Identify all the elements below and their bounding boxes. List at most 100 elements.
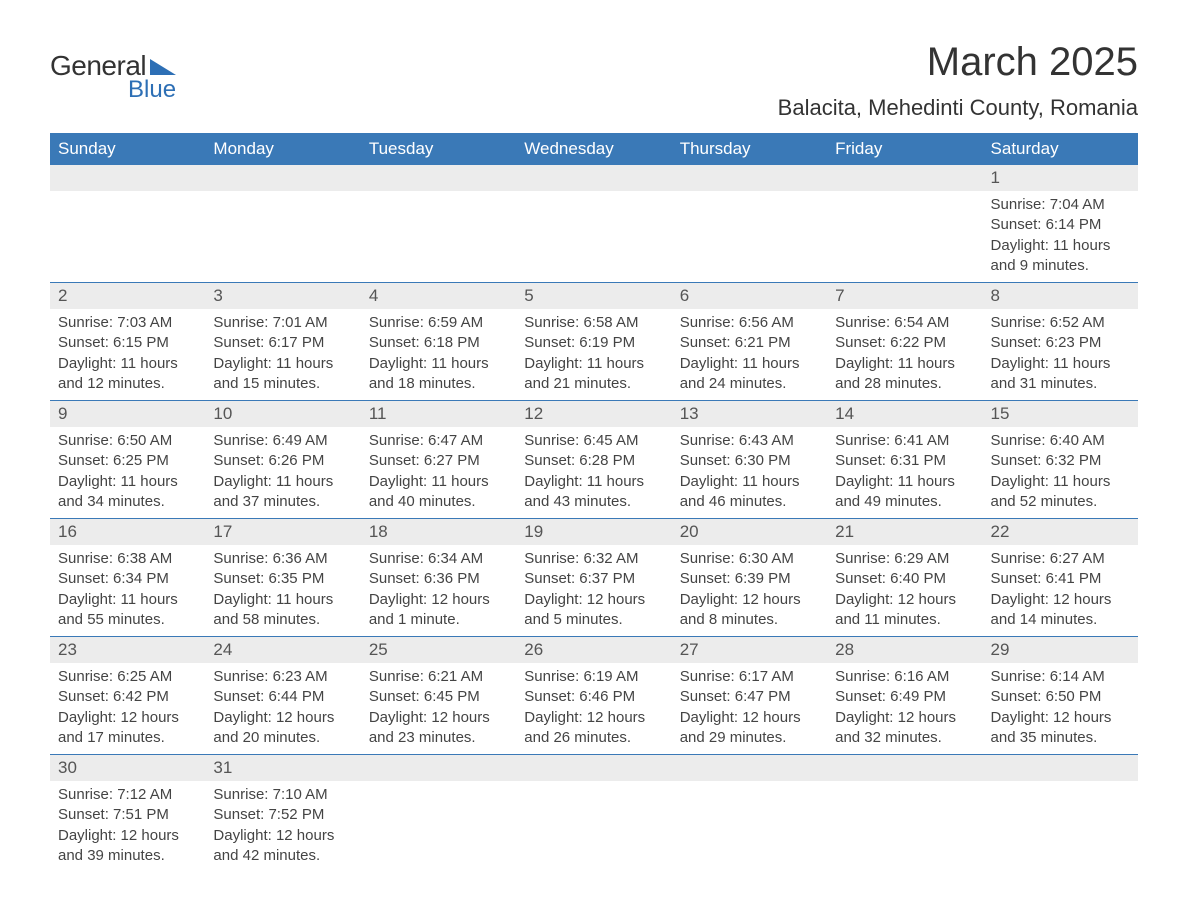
sunset-text: Sunset: 7:51 PM [58, 805, 197, 825]
sunset-text: Sunset: 6:41 PM [991, 569, 1130, 589]
calendar-cell [827, 165, 982, 283]
sunset-text: Sunset: 6:23 PM [991, 333, 1130, 353]
day-number: 6 [672, 283, 827, 309]
calendar-cell: 2Sunrise: 7:03 AMSunset: 6:15 PMDaylight… [50, 283, 205, 401]
day-content: Sunrise: 6:59 AMSunset: 6:18 PMDaylight:… [361, 309, 516, 400]
calendar-header-row: Sunday Monday Tuesday Wednesday Thursday… [50, 133, 1138, 165]
sunrise-text: Sunrise: 6:25 AM [58, 667, 197, 687]
sunrise-text: Sunrise: 6:41 AM [835, 431, 974, 451]
sunrise-text: Sunrise: 6:52 AM [991, 313, 1130, 333]
day-content: Sunrise: 6:52 AMSunset: 6:23 PMDaylight:… [983, 309, 1138, 400]
calendar-cell: 17Sunrise: 6:36 AMSunset: 6:35 PMDayligh… [205, 519, 360, 637]
sunset-text: Sunset: 6:50 PM [991, 687, 1130, 707]
sunrise-text: Sunrise: 6:58 AM [524, 313, 663, 333]
day-number: 23 [50, 637, 205, 663]
header-friday: Friday [827, 133, 982, 165]
daylight-text: Daylight: 12 hours and 20 minutes. [213, 708, 352, 749]
day-number: 24 [205, 637, 360, 663]
sunset-text: Sunset: 6:44 PM [213, 687, 352, 707]
sunset-text: Sunset: 6:32 PM [991, 451, 1130, 471]
calendar-cell: 22Sunrise: 6:27 AMSunset: 6:41 PMDayligh… [983, 519, 1138, 637]
day-number: 19 [516, 519, 671, 545]
sunrise-text: Sunrise: 6:43 AM [680, 431, 819, 451]
calendar-table: Sunday Monday Tuesday Wednesday Thursday… [50, 133, 1138, 872]
daylight-text: Daylight: 12 hours and 35 minutes. [991, 708, 1130, 749]
daylight-text: Daylight: 11 hours and 58 minutes. [213, 590, 352, 631]
month-title: March 2025 [778, 40, 1138, 85]
header-monday: Monday [205, 133, 360, 165]
sunrise-text: Sunrise: 6:38 AM [58, 549, 197, 569]
calendar-cell: 30Sunrise: 7:12 AMSunset: 7:51 PMDayligh… [50, 755, 205, 873]
calendar-cell: 23Sunrise: 6:25 AMSunset: 6:42 PMDayligh… [50, 637, 205, 755]
daylight-text: Daylight: 12 hours and 14 minutes. [991, 590, 1130, 631]
sunset-text: Sunset: 6:35 PM [213, 569, 352, 589]
calendar-cell: 13Sunrise: 6:43 AMSunset: 6:30 PMDayligh… [672, 401, 827, 519]
empty-day-number [516, 755, 671, 781]
day-content: Sunrise: 6:16 AMSunset: 6:49 PMDaylight:… [827, 663, 982, 754]
calendar-cell [672, 165, 827, 283]
daylight-text: Daylight: 11 hours and 46 minutes. [680, 472, 819, 513]
sunset-text: Sunset: 6:49 PM [835, 687, 974, 707]
empty-day-number [50, 165, 205, 191]
sunrise-text: Sunrise: 6:30 AM [680, 549, 819, 569]
calendar-body: 1Sunrise: 7:04 AMSunset: 6:14 PMDaylight… [50, 165, 1138, 872]
day-content: Sunrise: 6:34 AMSunset: 6:36 PMDaylight:… [361, 545, 516, 636]
day-content: Sunrise: 6:36 AMSunset: 6:35 PMDaylight:… [205, 545, 360, 636]
day-number: 4 [361, 283, 516, 309]
calendar-cell: 12 Sunrise: 6:45 AMSunset: 6:28 PMDayligh… [516, 401, 671, 519]
day-number: 12 [516, 401, 671, 427]
title-block: March 2025 Balacita, Mehedinti County, R… [778, 40, 1138, 127]
day-content: Sunrise: 6:58 AMSunset: 6:19 PMDaylight:… [516, 309, 671, 400]
calendar-cell: 11Sunrise: 6:47 AMSunset: 6:27 PMDayligh… [361, 401, 516, 519]
daylight-text: Daylight: 11 hours and 40 minutes. [369, 472, 508, 513]
calendar-cell: 21Sunrise: 6:29 AMSunset: 6:40 PMDayligh… [827, 519, 982, 637]
day-number: 26 [516, 637, 671, 663]
empty-day-number [672, 755, 827, 781]
calendar-week: 1Sunrise: 7:04 AMSunset: 6:14 PMDaylight… [50, 165, 1138, 283]
sunrise-text: Sunrise: 6:45 AM [524, 431, 663, 451]
empty-day-number [361, 755, 516, 781]
daylight-text: Daylight: 12 hours and 23 minutes. [369, 708, 508, 749]
sunrise-text: Sunrise: 6:56 AM [680, 313, 819, 333]
day-content: Sunrise: 6:32 AMSunset: 6:37 PMDaylight:… [516, 545, 671, 636]
sunrise-text: Sunrise: 7:12 AM [58, 785, 197, 805]
header-wednesday: Wednesday [516, 133, 671, 165]
sunset-text: Sunset: 6:31 PM [835, 451, 974, 471]
daylight-text: Daylight: 11 hours and 31 minutes. [991, 354, 1130, 395]
sunset-text: Sunset: 6:19 PM [524, 333, 663, 353]
daylight-text: Daylight: 11 hours and 43 minutes. [524, 472, 663, 513]
day-content: Sunrise: 7:12 AMSunset: 7:51 PMDaylight:… [50, 781, 205, 872]
empty-day-number [983, 755, 1138, 781]
empty-day-number [516, 165, 671, 191]
daylight-text: Daylight: 11 hours and 9 minutes. [991, 236, 1130, 277]
day-number: 10 [205, 401, 360, 427]
day-number: 30 [50, 755, 205, 781]
sunset-text: Sunset: 6:28 PM [524, 451, 663, 471]
calendar-cell: 28Sunrise: 6:16 AMSunset: 6:49 PMDayligh… [827, 637, 982, 755]
calendar-cell: 26Sunrise: 6:19 AMSunset: 6:46 PMDayligh… [516, 637, 671, 755]
calendar-cell [827, 755, 982, 873]
sunrise-text: Sunrise: 6:32 AM [524, 549, 663, 569]
day-number: 5 [516, 283, 671, 309]
day-number: 3 [205, 283, 360, 309]
day-content: Sunrise: 7:10 AMSunset: 7:52 PMDaylight:… [205, 781, 360, 872]
day-number: 31 [205, 755, 360, 781]
calendar-cell: 8Sunrise: 6:52 AMSunset: 6:23 PMDaylight… [983, 283, 1138, 401]
day-content: Sunrise: 6:56 AMSunset: 6:21 PMDaylight:… [672, 309, 827, 400]
sunset-text: Sunset: 6:15 PM [58, 333, 197, 353]
day-content: Sunrise: 6:19 AMSunset: 6:46 PMDaylight:… [516, 663, 671, 754]
calendar-cell [361, 755, 516, 873]
daylight-text: Daylight: 12 hours and 5 minutes. [524, 590, 663, 631]
day-number: 27 [672, 637, 827, 663]
sunrise-text: Sunrise: 6:54 AM [835, 313, 974, 333]
sunset-text: Sunset: 6:45 PM [369, 687, 508, 707]
sunrise-text: Sunrise: 6:16 AM [835, 667, 974, 687]
daylight-text: Daylight: 11 hours and 24 minutes. [680, 354, 819, 395]
day-content: Sunrise: 6:40 AMSunset: 6:32 PMDaylight:… [983, 427, 1138, 518]
day-content: Sunrise: 6:17 AMSunset: 6:47 PMDaylight:… [672, 663, 827, 754]
sunrise-text: Sunrise: 7:01 AM [213, 313, 352, 333]
day-content: Sunrise: 6:25 AMSunset: 6:42 PMDaylight:… [50, 663, 205, 754]
sunrise-text: Sunrise: 6:14 AM [991, 667, 1130, 687]
daylight-text: Daylight: 12 hours and 42 minutes. [213, 826, 352, 867]
day-content: Sunrise: 6:54 AMSunset: 6:22 PMDaylight:… [827, 309, 982, 400]
